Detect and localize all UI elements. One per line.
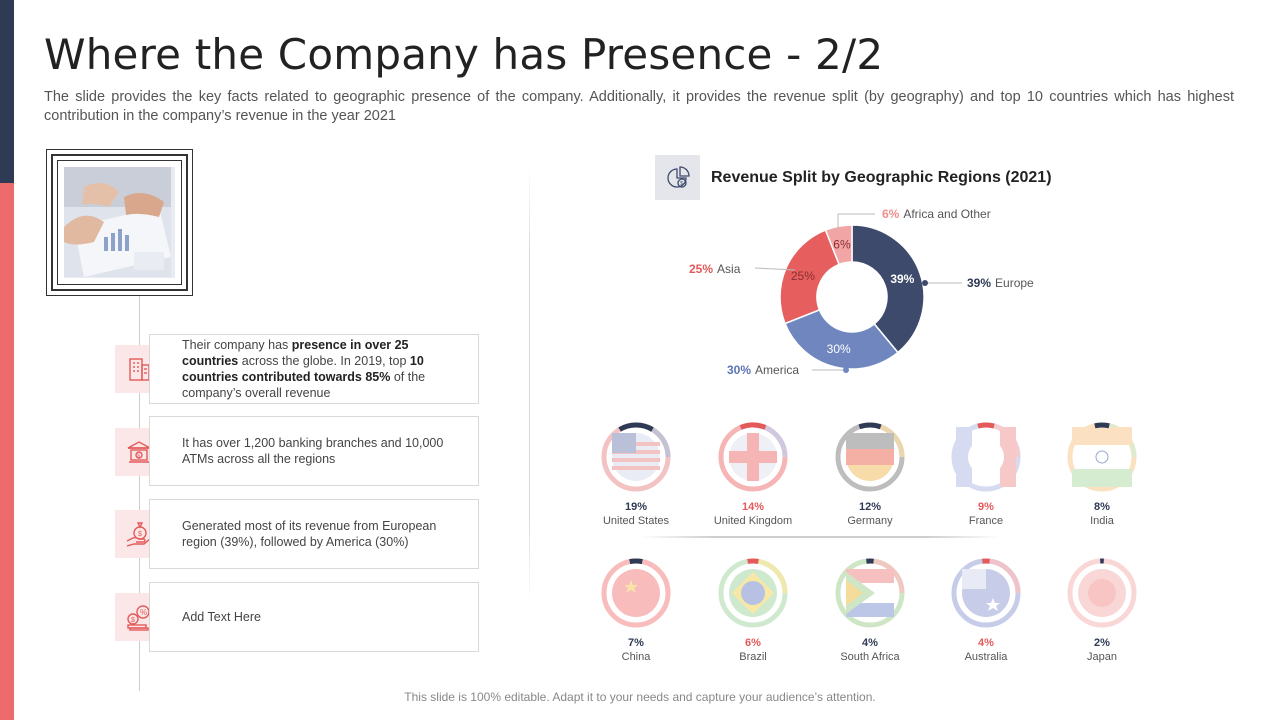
flag-fr-icon (951, 422, 1021, 492)
label-europe: 39% Europe (967, 276, 1034, 290)
country-pct: 2% (1094, 637, 1110, 649)
fact-card-add-text[interactable]: Add Text Here (149, 582, 479, 652)
vertical-divider (529, 165, 530, 605)
country-name: Germany (847, 515, 893, 527)
country-item-uk: 14% United Kingdom (703, 422, 803, 527)
country-pct: 4% (862, 637, 878, 649)
slide-subtitle: The slide provides the key facts related… (44, 89, 1234, 124)
country-share-arc (951, 558, 1021, 628)
leader-dot (843, 367, 849, 373)
svg-text:$: $ (131, 617, 135, 624)
donut-label-africa-other: 6% (833, 237, 851, 251)
label-america: 30% America (727, 363, 800, 377)
timeline-line (139, 296, 140, 691)
svg-text:%: % (140, 608, 147, 617)
country-pct: 14% (741, 501, 765, 513)
donut-label-europe: 39% (890, 272, 914, 286)
pie-chart-icon: $ (655, 155, 700, 200)
country-share-arc (835, 558, 905, 628)
fact-text-add: Add Text Here (182, 610, 261, 624)
flag-za-icon (835, 558, 905, 628)
country-item-br: 6% Brazil (703, 558, 803, 663)
country-pct: 8% (1094, 501, 1110, 513)
label-asia: 25% Asia (689, 262, 741, 276)
country-pct: 9% (978, 501, 994, 513)
country-name: Brazil (739, 651, 767, 663)
donut-label-america: 30% (827, 342, 851, 356)
country-item-in: 8% India (1052, 422, 1152, 527)
flag-au-icon (951, 558, 1021, 628)
country-pct: 12% (858, 501, 882, 513)
donut-slice-africa-other (824, 224, 853, 266)
country-name: China (621, 651, 651, 663)
country-item-us: 19% United States (586, 422, 686, 527)
footer-note: This slide is 100% editable. Adapt it to… (404, 690, 876, 704)
country-share-arc (1067, 558, 1137, 628)
country-share-arc (835, 422, 905, 492)
business-meeting-photo (64, 167, 175, 278)
leader-dot (922, 280, 928, 286)
donut-slice-europe (851, 224, 925, 354)
flag-in-icon (1067, 422, 1137, 492)
country-share-arc (601, 558, 671, 628)
label-africa-other: 6% Africa and Other (882, 207, 991, 221)
flag-cn-icon (601, 558, 671, 628)
country-row-separator (640, 536, 1000, 538)
country-name: Japan (1087, 651, 1117, 663)
country-name: United Kingdom (713, 515, 793, 527)
svg-text:$: $ (137, 453, 140, 459)
country-item-za: 4% South Africa (820, 558, 920, 663)
accent-bar-top (0, 0, 14, 183)
flag-br-icon (718, 558, 788, 628)
fact-text-branches: It has over 1,200 banking branches and 1… (182, 436, 444, 466)
country-share-arc (718, 558, 788, 628)
chart-title: Revenue Split by Geographic Regions (202… (711, 169, 1052, 186)
country-item-cn: 7% China (586, 558, 686, 663)
flag-de-icon (835, 422, 905, 492)
country-item-au: 4% Australia (936, 558, 1036, 663)
revenue-donut-chart: 39% 30% 25% 6% (754, 213, 962, 373)
country-item-jp: 2% Japan (1052, 558, 1152, 663)
country-share-arc (1067, 422, 1137, 492)
accent-bar-bottom (0, 183, 14, 720)
svg-text:$: $ (680, 181, 683, 187)
country-pct: 7% (628, 637, 644, 649)
country-item-de: 12% Germany (820, 422, 920, 527)
country-name: United States (602, 515, 670, 527)
country-item-fr: 9% France (936, 422, 1036, 527)
country-pct: 6% (745, 637, 761, 649)
flag-us-icon (601, 422, 671, 492)
flag-jp-icon (1067, 558, 1137, 628)
country-name: South Africa (840, 651, 900, 663)
donut-slice-america (784, 308, 899, 370)
slide-title: Where the Company has Presence - 2/2 (44, 30, 884, 79)
leader-line (754, 267, 796, 271)
country-name: Australia (964, 651, 1008, 663)
donut-label-asia: 25% (791, 269, 815, 283)
fact-card-revenue: Generated most of its revenue from Europ… (149, 499, 479, 569)
photo-frame (46, 149, 193, 296)
country-pct: 4% (978, 637, 994, 649)
country-name: India (1090, 515, 1114, 527)
svg-text:$: $ (138, 531, 142, 538)
country-name: France (968, 515, 1004, 527)
fact-text-presence: Their company has presence in over 25 co… (182, 338, 426, 400)
flag-uk-icon (718, 422, 788, 492)
fact-card-branches: It has over 1,200 banking branches and 1… (149, 416, 479, 486)
country-pct: 19% (624, 501, 648, 513)
fact-text-revenue: Generated most of its revenue from Europ… (182, 519, 437, 549)
fact-card-presence: Their company has presence in over 25 co… (149, 334, 479, 404)
